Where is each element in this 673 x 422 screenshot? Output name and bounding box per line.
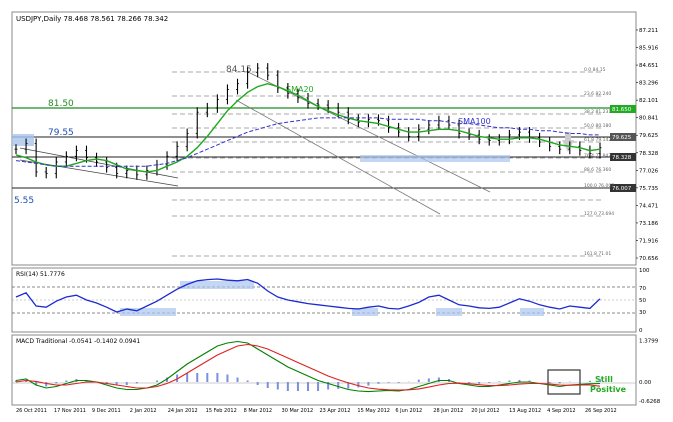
price-box-8165 — [610, 105, 636, 113]
symbol-header: USDJPY,Daily 78.468 78.561 78.266 78.342 — [16, 15, 168, 23]
price-box-label: 81.650 — [612, 107, 632, 113]
level-8150-label: 81.50 — [48, 99, 74, 109]
macd-signal-line — [15, 343, 601, 391]
fibo-label: 61.8 79.142 — [584, 137, 611, 143]
x-tick-label: 4 Sep 2012 — [547, 408, 576, 414]
price-box-79625 — [610, 133, 636, 141]
resistance-zone-left — [12, 134, 34, 146]
x-tick-label: 8 Mar 2012 — [244, 408, 273, 414]
sma20-label: SMA20 — [286, 85, 314, 94]
trendline-high — [19, 147, 179, 179]
price-tick-label: 77.026 — [639, 168, 659, 174]
still-positive-text: Still — [595, 375, 613, 384]
price-tick-label: 73.186 — [639, 221, 659, 227]
rsi-highlight — [520, 308, 544, 316]
low-label: 5.55 — [14, 196, 34, 206]
x-tick-label: 30 Mar 2012 — [282, 408, 314, 414]
rsi-tick-label: 100 — [639, 268, 650, 274]
sma20-line — [15, 82, 601, 173]
rsi-static — [12, 281, 636, 316]
macd-header: MACD Traditional -0.0541 -0.1402 0.0941 — [16, 338, 140, 345]
rsi-highlight — [436, 308, 462, 316]
price-box-78328 — [610, 153, 636, 161]
price-box-label: 78.328 — [612, 155, 632, 161]
price-box-label: 76.007 — [612, 186, 632, 192]
price-tick-label: 83.296 — [639, 81, 659, 87]
macd-series-layer — [15, 340, 601, 393]
fibo-label: 23.6 82.240 — [584, 91, 611, 97]
peak-label: 84.15 — [226, 65, 252, 75]
rsi-tick-label: 70 — [639, 286, 646, 292]
fibo-label: 38.2 81.231 — [584, 109, 611, 115]
price-panel — [11, 11, 637, 266]
rsi-line — [15, 278, 601, 313]
up-arrow-icon — [562, 132, 574, 152]
macd-tick-label: 1.3799 — [639, 339, 659, 345]
x-tick-label: 6 Jun 2012 — [395, 408, 422, 414]
x-axis-labels: 26 Oct 2011 17 Nov 2011 9 Dec 2011 2 Jan 20… — [16, 408, 617, 414]
rsi-tick-label: 30 — [639, 310, 646, 316]
price-tick-label: 70.656 — [639, 256, 659, 262]
fibo-label: 100.0 76.007 — [584, 183, 614, 189]
rsi-tick-label: 50 — [639, 298, 646, 304]
price-static-layer: 81.650 79.625 78.328 76.007 84.15 81.50 … — [12, 65, 636, 257]
fibo-labels: 0.0 84.15 23.6 82.240 38.2 81.231 50.0 8… — [584, 67, 614, 257]
price-tick-label: 87.211 — [639, 28, 658, 34]
fibo-label: 76.4 77.847 — [584, 153, 611, 159]
fibo-label: 50.0 80.180 — [584, 123, 611, 129]
price-tick-label: 75.735 — [639, 186, 659, 192]
x-tick-label: 26 Sep 2012 — [585, 408, 617, 414]
macd-tick-label: 0.00 — [639, 380, 652, 386]
price-tick-label: 85.916 — [639, 46, 659, 52]
level-7955-label: 79.55 — [48, 128, 74, 138]
rsi-series-layer — [15, 278, 601, 313]
x-tick-label: 13 Aug 2012 — [509, 408, 541, 414]
x-tick-label: 9 Dec 2011 — [92, 408, 121, 414]
sma100-label: SMA100 — [458, 117, 491, 126]
x-tick-label: 24 Jan 2012 — [168, 408, 198, 414]
price-tick-label: 71.916 — [639, 238, 659, 244]
x-tick-label: 17 Nov 2011 — [54, 408, 86, 414]
x-tick-label: 26 Oct 2011 — [16, 408, 47, 414]
still-positive-text: Positive — [590, 385, 627, 394]
price-axis-labels: 87.211 85.916 84.651 83.296 82.101 80.841 79.6… — [636, 28, 659, 262]
price-tick-label: 82.101 — [639, 98, 658, 104]
fibo-label: 88.6 76.360 — [584, 167, 611, 173]
fibo-label: 161.8 71.01 — [584, 251, 611, 257]
x-tick-label: 2 Jan 2012 — [130, 408, 157, 414]
price-box-label: 79.625 — [612, 135, 632, 141]
price-tick-label: 79.625 — [639, 133, 659, 139]
channel-line-lower — [235, 99, 441, 215]
x-tick-label: 15 May 2012 — [357, 408, 390, 414]
sma100-line — [15, 117, 600, 167]
x-tick-label: 15 Feb 2012 — [206, 408, 237, 414]
rsi-highlight — [120, 308, 176, 316]
fibo-label: 0.0 84.15 — [584, 67, 606, 73]
price-box-76007 — [610, 184, 636, 192]
rsi-tick-label: 0 — [639, 328, 643, 334]
support-zone — [360, 155, 510, 162]
price-tick-label: 78.328 — [639, 151, 659, 157]
macd-axis-labels: 1.3799 0.00 -0.6268 — [639, 339, 661, 405]
price-tick-label: 84.651 — [639, 63, 658, 69]
macd-tick-label: -0.6268 — [639, 399, 661, 405]
rsi-header: RSI(14) 51.7776 — [16, 271, 65, 278]
x-tick-label: 20 Jul 2012 — [471, 408, 499, 414]
fibo-label: 127.0 73.694 — [584, 211, 614, 217]
rsi-axis-labels: 100 70 50 30 0 — [639, 268, 650, 334]
macd-panel — [11, 334, 637, 406]
x-tick-label: 28 Jun 2012 — [433, 408, 463, 414]
rsi-highlight — [180, 281, 254, 289]
x-tick-label: 23 Apr 2012 — [319, 408, 350, 414]
macd-line — [15, 340, 601, 393]
price-series-layer — [14, 63, 602, 180]
price-tick-label: 74.471 — [639, 203, 658, 209]
price-tick-label: 80.841 — [639, 116, 658, 122]
rsi-highlight — [352, 308, 378, 316]
